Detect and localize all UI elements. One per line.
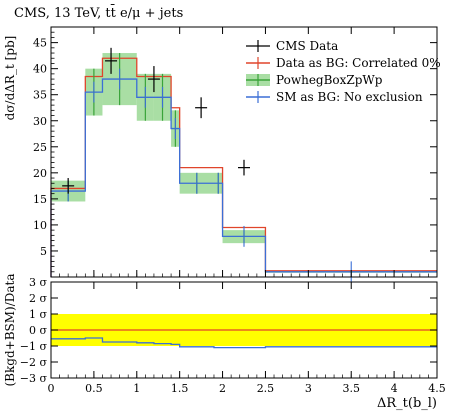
x-tick-label: 0 — [48, 382, 55, 395]
x-tick-label: 1.5 — [171, 382, 189, 395]
y-tick-label: 15 — [33, 193, 47, 206]
y-tick-label: 10 — [33, 219, 47, 232]
legend-label: PowhegBoxZpWp — [276, 73, 383, 87]
x-tick-label: 3 — [305, 382, 312, 395]
x-tick-label: 3.5 — [342, 382, 360, 395]
x-axis-label: ΔR_t(b_l) — [377, 396, 437, 411]
ratio-y-tick-label: −3 σ — [20, 372, 48, 385]
ratio-plot: 3 σ 2 σ 1 σ 0 σ −1 σ −2 σ −3 σ0 0.5 1 1.5 2 2.5 3 3.5… — [20, 276, 446, 395]
y-tick-label: 45 — [33, 37, 47, 50]
y-tick-label: 20 — [33, 167, 47, 180]
ratio-series-line — [51, 337, 437, 349]
y-tick-label: 40 — [33, 63, 47, 76]
chart-title: CMS, 13 TeV, tt̄ e/μ + jets — [14, 4, 183, 21]
ratio-y-tick-label: 3 σ — [29, 276, 47, 289]
y-tick-label: 5 — [40, 245, 47, 258]
legend-label: SM as BG: No exclusion — [276, 90, 423, 104]
x-tick-label: 4 — [391, 382, 398, 395]
legend: CMS Data Data as BG: Correlated 0% PowhegB… — [246, 39, 441, 104]
ratio-y-tick-label: 2 σ — [29, 292, 47, 305]
x-tick-label: 2 — [219, 382, 226, 395]
legend-label: Data as BG: Correlated 0% — [276, 56, 441, 70]
x-tick-label: 2.5 — [257, 382, 275, 395]
x-tick-label: 4.5 — [428, 382, 446, 395]
main-plot: 5 10 15 20 25 30 35 40 45 — [33, 26, 438, 283]
legend-label: CMS Data — [276, 39, 338, 53]
x-tick-label: 1 — [133, 382, 140, 395]
ratio-y-tick-label: 1 σ — [29, 308, 47, 321]
ratio-y-axis-label: (Bkgd+BSM)/Data — [3, 274, 17, 387]
ratio-y-tick-label: 0 σ — [29, 324, 47, 337]
y-tick-label: 25 — [33, 141, 47, 154]
series-line — [50, 78, 437, 277]
y-tick-label: 30 — [33, 115, 47, 128]
y-tick-label: 35 — [33, 89, 47, 102]
x-tick-label: 0.5 — [85, 382, 103, 395]
main-y-axis-label: dσ/dΔR_t [pb] — [3, 36, 17, 121]
ratio-y-tick-label: −2 σ — [20, 356, 48, 369]
ratio-y-tick-label: −1 σ — [20, 340, 48, 353]
